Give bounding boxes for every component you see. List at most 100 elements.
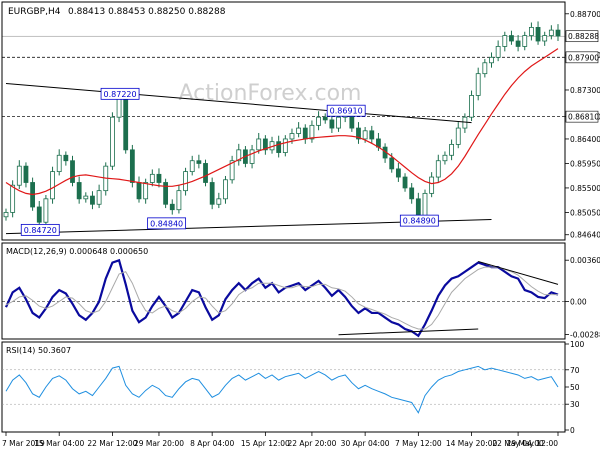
candle-body bbox=[209, 182, 215, 205]
candle-body bbox=[515, 40, 521, 47]
candle-body bbox=[123, 93, 129, 151]
candle-body bbox=[528, 26, 534, 36]
annotation-label: 0.84720 bbox=[24, 226, 57, 235]
candle-body bbox=[475, 73, 481, 96]
candle-body bbox=[296, 127, 302, 134]
annotation-box-1 bbox=[100, 87, 140, 100]
candle-body bbox=[395, 168, 401, 178]
candle-body bbox=[249, 149, 255, 164]
candle-body bbox=[509, 35, 514, 42]
ohlc-label: 0.88413 0.88453 0.88250 0.88288 bbox=[68, 7, 226, 17]
candle-body bbox=[176, 190, 182, 211]
candle-body bbox=[136, 182, 142, 200]
candle-body bbox=[156, 173, 162, 183]
candle-body bbox=[276, 141, 282, 153]
level-label: 0.86810 bbox=[568, 113, 599, 122]
candle-body bbox=[129, 149, 135, 183]
x-tick-label: 7 May 12:00 bbox=[395, 439, 442, 448]
candle-body bbox=[169, 203, 175, 211]
macd-tick-label: 0.00 bbox=[570, 298, 587, 307]
level-box-0 bbox=[565, 30, 599, 43]
candle-body bbox=[442, 154, 448, 162]
candle-body bbox=[96, 190, 102, 205]
candle-body bbox=[223, 179, 228, 200]
price-tick-label: 0.85500 bbox=[570, 184, 600, 193]
candle-body bbox=[262, 138, 268, 151]
candle-body bbox=[362, 130, 368, 140]
macd-trendline-1 bbox=[478, 260, 559, 285]
candle-body bbox=[316, 116, 321, 126]
annotation-label: 0.87220 bbox=[104, 90, 137, 99]
candle-body bbox=[203, 163, 208, 183]
macd-title: MACD(12,26,9) 0.000648 0.000650 bbox=[6, 247, 148, 256]
candle-body bbox=[90, 195, 95, 205]
annotation-box-4 bbox=[399, 214, 439, 227]
candle-body bbox=[83, 195, 89, 200]
candle-body bbox=[548, 29, 554, 36]
candle-body bbox=[56, 154, 62, 173]
x-tick-label: 29 May 12:00 bbox=[507, 439, 559, 448]
candle-body bbox=[256, 138, 262, 151]
level-box-1 bbox=[565, 51, 599, 64]
candle-body bbox=[429, 176, 435, 194]
candle-body bbox=[216, 198, 222, 205]
macd-trendline-0 bbox=[338, 328, 479, 336]
price-tick-label: 0.84640 bbox=[570, 231, 600, 240]
candle-body bbox=[435, 160, 441, 178]
candle-body bbox=[336, 116, 341, 129]
watermark: ActionForex.com bbox=[179, 81, 362, 106]
level-label: 0.87900 bbox=[568, 53, 599, 62]
level-box-2 bbox=[565, 110, 599, 123]
candle-body bbox=[189, 160, 195, 173]
macd-panel-frame bbox=[1, 242, 566, 340]
annotation-box-0 bbox=[20, 223, 60, 236]
x-tick-label: 22 May 04:00 bbox=[492, 439, 544, 448]
candle-body bbox=[482, 62, 488, 75]
candle-body bbox=[449, 143, 454, 156]
symbol-label: EURGBP,H4 bbox=[8, 7, 61, 17]
candle-body bbox=[70, 160, 75, 183]
x-tick-label: 15 Apr 12:00 bbox=[241, 439, 290, 448]
candle-body bbox=[542, 35, 548, 42]
candle-body bbox=[143, 182, 149, 200]
candle-body bbox=[309, 124, 315, 140]
rsi-tick-label: 30 bbox=[570, 400, 580, 409]
annotation-label: 0.86910 bbox=[330, 107, 363, 116]
rsi-tick-label: 70 bbox=[570, 366, 580, 375]
candle-body bbox=[23, 165, 29, 183]
candle-body bbox=[555, 29, 561, 37]
annotation-box-2 bbox=[147, 217, 187, 230]
candle-body bbox=[196, 160, 202, 164]
signal-line bbox=[5, 266, 558, 330]
macd-tick-label: 0.003608 bbox=[570, 256, 600, 265]
candle-body bbox=[236, 149, 242, 162]
candle-body bbox=[535, 26, 541, 42]
x-tick-label: 22 Mar 12:00 bbox=[87, 439, 137, 448]
moving-average-line bbox=[5, 48, 559, 196]
macd-line bbox=[4, 258, 559, 338]
x-tick-label: 22 Apr 20:00 bbox=[287, 439, 336, 448]
candle-body bbox=[469, 95, 474, 118]
candle-body bbox=[356, 127, 361, 140]
rsi-panel-frame bbox=[1, 341, 566, 433]
candle-body bbox=[455, 127, 461, 145]
candle-body bbox=[402, 176, 408, 189]
rsi-line bbox=[5, 365, 559, 414]
x-tick-label: 14 May 20:00 bbox=[446, 439, 498, 448]
price-tick-label: 0.88700 bbox=[570, 10, 600, 19]
candle-body bbox=[36, 206, 42, 223]
candle-body bbox=[489, 56, 494, 64]
annotation-box-3 bbox=[326, 104, 366, 117]
candle-body bbox=[322, 116, 328, 121]
macd-tick-label: -0.002886 bbox=[570, 331, 600, 340]
rsi-title: RSI(14) 50.3607 bbox=[6, 346, 71, 355]
price-tick-label: 0.85050 bbox=[570, 208, 600, 217]
x-tick-label: 15 Mar 04:00 bbox=[34, 439, 84, 448]
price-tick-label: 0.85950 bbox=[570, 159, 600, 168]
candle-body bbox=[369, 130, 375, 140]
candle-body bbox=[16, 165, 22, 186]
candle-body bbox=[50, 171, 55, 200]
candle-body bbox=[229, 160, 235, 181]
x-tick-label: 7 Mar 2019 bbox=[2, 439, 45, 448]
